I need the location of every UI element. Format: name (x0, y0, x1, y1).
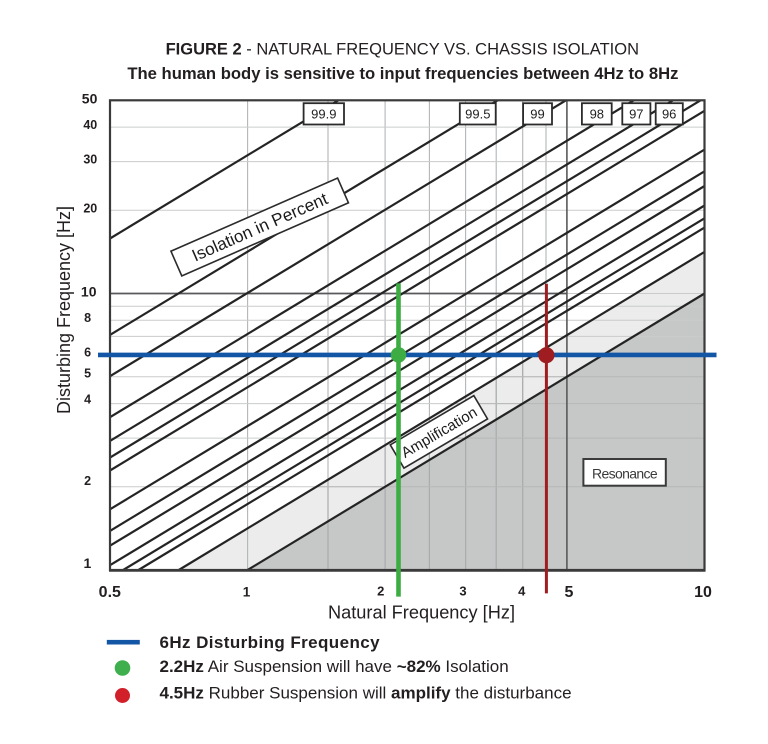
svg-text:96: 96 (662, 107, 676, 122)
svg-text:50: 50 (82, 90, 98, 106)
svg-text:8: 8 (84, 311, 91, 325)
svg-text:1: 1 (243, 585, 251, 600)
svg-text:4: 4 (518, 584, 526, 599)
svg-text:2.2Hz Air Suspension will have: 2.2Hz Air Suspension will have ~82% Isol… (160, 657, 509, 676)
svg-text:The human body is sensitive to: The human body is sensitive to input fre… (127, 64, 678, 83)
svg-text:20: 20 (83, 201, 97, 215)
svg-text:99.9: 99.9 (311, 107, 336, 122)
svg-text:4: 4 (84, 393, 91, 407)
svg-text:5: 5 (565, 584, 574, 601)
svg-text:10: 10 (81, 284, 97, 300)
svg-text:30: 30 (83, 153, 97, 167)
svg-text:99: 99 (530, 107, 544, 122)
svg-text:5: 5 (84, 366, 91, 380)
svg-text:97: 97 (629, 107, 643, 122)
svg-text:Natural Frequency [Hz]: Natural Frequency [Hz] (328, 603, 515, 623)
svg-text:98: 98 (590, 107, 604, 122)
svg-text:FIGURE 2 - NATURAL FREQUENCY V: FIGURE 2 - NATURAL FREQUENCY VS. CHASSIS… (166, 41, 639, 59)
svg-text:0.5: 0.5 (99, 584, 121, 601)
svg-text:2: 2 (84, 474, 91, 488)
svg-text:6Hz Disturbing Frequency: 6Hz Disturbing Frequency (160, 633, 381, 652)
svg-text:3: 3 (459, 584, 466, 599)
svg-text:99.5: 99.5 (465, 107, 490, 122)
svg-text:6: 6 (84, 345, 91, 359)
svg-text:1: 1 (84, 555, 92, 571)
svg-text:2: 2 (377, 584, 384, 599)
svg-text:4.5Hz Rubber Suspension will a: 4.5Hz Rubber Suspension will amplify the… (160, 684, 572, 703)
svg-text:10: 10 (694, 584, 712, 601)
svg-text:Disturbing Frequency [Hz]: Disturbing Frequency [Hz] (54, 206, 74, 414)
svg-text:40: 40 (83, 118, 97, 132)
svg-text:Resonance: Resonance (592, 466, 658, 482)
